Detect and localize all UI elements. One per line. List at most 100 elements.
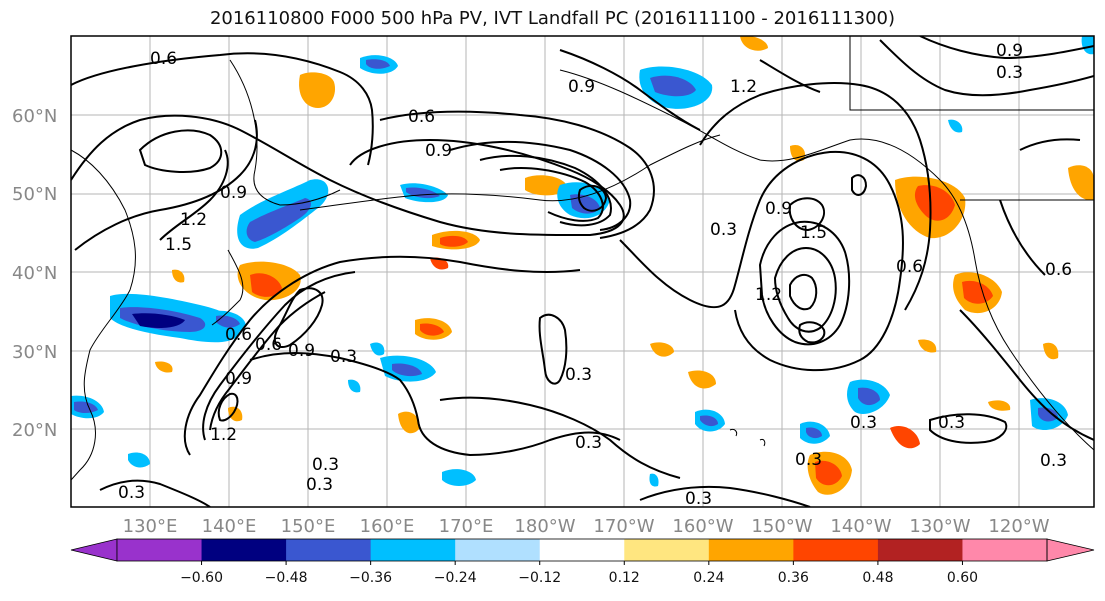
colorbar-tick-label: 0.48 [862, 570, 893, 586]
contour-label: 0.3 [795, 450, 822, 470]
pv-contour-line [788, 197, 826, 232]
positive-anomaly-patch [299, 72, 336, 108]
pv-contour-line [999, 138, 1081, 276]
pv-contour-line [639, 485, 811, 507]
lon-label: 140°E [202, 516, 257, 537]
negative-anomaly-patch [246, 198, 312, 242]
contour-label: 0.6 [150, 49, 177, 69]
pv-contour-line [798, 321, 826, 344]
negative-anomaly-patch [570, 194, 600, 214]
contour-labels: 0.6 0.9 0.6 0.9 0.9 1.2 1.5 1.2 0.3 0.9 … [118, 41, 1072, 509]
pv-contour-line [559, 49, 701, 131]
colorbar-tick-label: −0.36 [349, 570, 392, 586]
pv-contour-line [919, 36, 1094, 60]
pv-contour-line [99, 479, 211, 507]
pv-contour-line [249, 352, 621, 457]
colorbar-labels: −0.60 −0.48 −0.36 −0.24 −0.12 0.12 0.24 … [180, 570, 978, 586]
pv-contour-line [183, 255, 581, 456]
negative-anomaly-patch [1081, 36, 1094, 55]
positive-anomaly-patch [228, 406, 243, 422]
colorbar-tick-label: −0.48 [265, 570, 308, 586]
coastline-japan [211, 249, 244, 326]
pv-contour-line [479, 154, 612, 227]
pv-contours [71, 36, 1094, 507]
colorbar-segment [624, 539, 710, 561]
border-canada-us [849, 36, 1094, 111]
positive-anomaly-patch [740, 36, 768, 51]
contour-label: 0.6 [1045, 260, 1072, 280]
pv-contour-line [202, 271, 356, 441]
contour-label: 0.9 [220, 183, 247, 203]
coastline-hawaii [729, 429, 766, 447]
lon-label: 150°W [751, 516, 812, 537]
contour-label: 1.5 [165, 235, 192, 255]
negative-anomaly-patch [650, 75, 696, 97]
positive-anomaly-patch [398, 411, 420, 434]
coastline-asia [71, 149, 136, 481]
pv-contour-line [929, 413, 1008, 444]
pv-contour-line [74, 119, 258, 251]
contour-label: 0.9 [996, 41, 1023, 61]
colorbar-segment [370, 539, 456, 561]
contour-label: 0.6 [255, 335, 282, 355]
positive-anomaly-patch [1068, 165, 1094, 201]
colorbar-segment [455, 539, 541, 561]
pv-contour-line [773, 246, 837, 333]
contour-label: 0.3 [938, 413, 965, 433]
lon-label: 160°E [360, 516, 415, 537]
colorbar-segment [201, 539, 287, 561]
pv-contour-line [851, 174, 868, 196]
contour-label: 0.3 [1040, 451, 1067, 471]
pv-contour-line [759, 59, 821, 93]
negative-anomaly-patch [370, 342, 385, 356]
positive-anomaly-patch [1043, 342, 1059, 360]
pv-contour-line [879, 39, 1094, 97]
latitude-labels: 60°N 50°N 40°N 30°N 20°N [12, 106, 57, 441]
positive-anomaly-patch [918, 339, 937, 353]
colorbar-segment [117, 539, 203, 561]
negative-anomaly-patch [132, 313, 185, 328]
pv-contour-line [71, 52, 374, 166]
pv-contour-line [439, 396, 681, 479]
contour-label: 0.6 [225, 325, 252, 345]
lon-label: 140°W [830, 516, 891, 537]
negative-anomaly-patch [1038, 407, 1058, 422]
positive-anomaly-patch [988, 400, 1011, 411]
negative-anomaly-patch [858, 387, 880, 406]
colorbar-tick-label: 0.12 [609, 570, 640, 586]
colorbar-tick-label: 0.36 [778, 570, 809, 586]
pv-contour-line [758, 220, 851, 346]
colorbar-segment [708, 539, 794, 561]
pv-contour-line [538, 313, 568, 385]
contour-label: 0.9 [288, 341, 315, 361]
contour-label: 0.3 [996, 63, 1023, 83]
positive-anomaly-patch [790, 144, 806, 162]
pv-contour-line [789, 273, 818, 311]
lon-label: 170°W [593, 516, 654, 537]
contour-label: 0.3 [710, 220, 737, 240]
pv-contour-line [217, 392, 239, 422]
lat-label: 30°N [12, 342, 57, 363]
contour-label: 1.5 [800, 223, 827, 243]
colorbar-segment [793, 539, 879, 561]
negative-anomaly-patch [366, 59, 390, 69]
negative-anomaly-patch [392, 363, 422, 377]
negative-anomaly-patch [128, 452, 150, 468]
contour-label: 1.2 [730, 77, 757, 97]
contour-label: 0.9 [765, 199, 792, 219]
colorbar-extension-high [1046, 538, 1095, 562]
positive-anomaly-patch [650, 342, 674, 357]
lat-label: 60°N [12, 106, 57, 127]
contour-label: 0.9 [568, 77, 595, 97]
map-frame [70, 35, 1095, 508]
contour-label: 0.9 [425, 141, 452, 161]
negative-anomaly-patch [649, 473, 659, 487]
contour-label: 1.2 [210, 425, 237, 445]
lon-label: 180°W [514, 516, 575, 537]
coastline-kamchatka [229, 59, 341, 206]
pv-contour-line [449, 140, 632, 231]
contour-label: 0.9 [225, 369, 252, 389]
contour-label: 0.3 [685, 489, 712, 509]
map-panel: 0.6 0.9 0.6 0.9 0.9 1.2 1.5 1.2 0.3 0.9 … [70, 35, 1095, 509]
colorbar-segments [70, 538, 1095, 562]
